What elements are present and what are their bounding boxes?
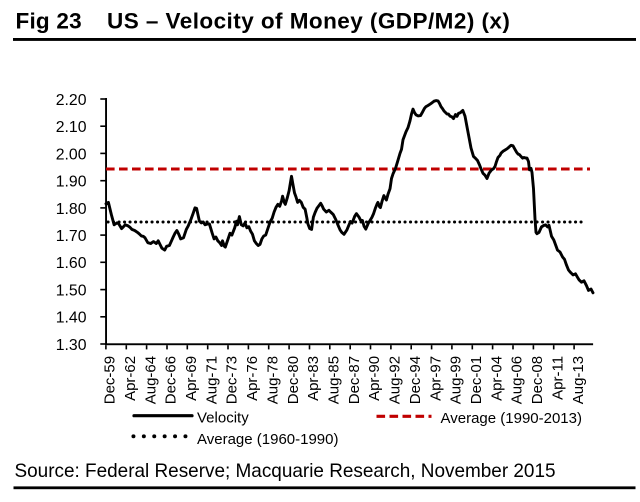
svg-text:Average (1960-1990): Average (1960-1990) [197,431,339,448]
svg-text:Aug-92: Aug-92 [387,356,404,404]
svg-text:Fig 23: Fig 23 [16,9,82,34]
svg-text:Aug-64: Aug-64 [142,356,159,404]
svg-text:1.80: 1.80 [56,201,87,218]
svg-text:Aug-71: Aug-71 [203,356,220,404]
svg-text:Dec-59: Dec-59 [102,356,119,404]
svg-text:1.30: 1.30 [56,337,87,354]
svg-text:Apr-90: Apr-90 [366,356,383,401]
svg-text:Apr-97: Apr-97 [427,356,444,401]
svg-text:Apr-11: Apr-11 [549,356,566,400]
svg-text:Source: Federal Reserve; Macqu: Source: Federal Reserve; Macquarie Resea… [15,461,556,482]
svg-text:Aug-99: Aug-99 [448,356,465,404]
svg-text:Average (1990-2013): Average (1990-2013) [441,410,583,427]
svg-text:Dec-73: Dec-73 [224,356,241,404]
svg-text:Apr-62: Apr-62 [122,356,139,401]
svg-text:2.10: 2.10 [56,119,87,136]
svg-text:Apr-83: Apr-83 [305,356,322,401]
svg-text:1.50: 1.50 [56,283,87,300]
svg-text:Dec-87: Dec-87 [346,356,363,404]
svg-text:Dec-80: Dec-80 [285,356,302,404]
svg-text:Dec-01: Dec-01 [468,356,485,404]
svg-text:Aug-85: Aug-85 [326,356,343,404]
svg-text:1.70: 1.70 [56,228,87,245]
svg-text:Aug-78: Aug-78 [264,356,281,404]
svg-text:1.40: 1.40 [56,310,87,327]
svg-text:Apr-04: Apr-04 [488,356,505,401]
svg-text:Apr-69: Apr-69 [183,356,200,401]
svg-text:Apr-76: Apr-76 [244,356,261,401]
svg-text:2.20: 2.20 [56,92,87,109]
svg-text:Dec-94: Dec-94 [407,356,424,404]
svg-text:1.60: 1.60 [56,255,87,272]
svg-text:2.00: 2.00 [56,146,87,163]
svg-text:Aug-06: Aug-06 [509,356,526,404]
svg-text:Velocity: Velocity [197,409,249,426]
svg-text:US – Velocity of Money (GDP/M2: US – Velocity of Money (GDP/M2) (x) [107,9,510,34]
svg-text:Dec-08: Dec-08 [529,356,546,404]
svg-text:Aug-13: Aug-13 [570,356,587,404]
svg-text:Dec-66: Dec-66 [163,356,180,404]
svg-text:1.90: 1.90 [56,174,87,191]
